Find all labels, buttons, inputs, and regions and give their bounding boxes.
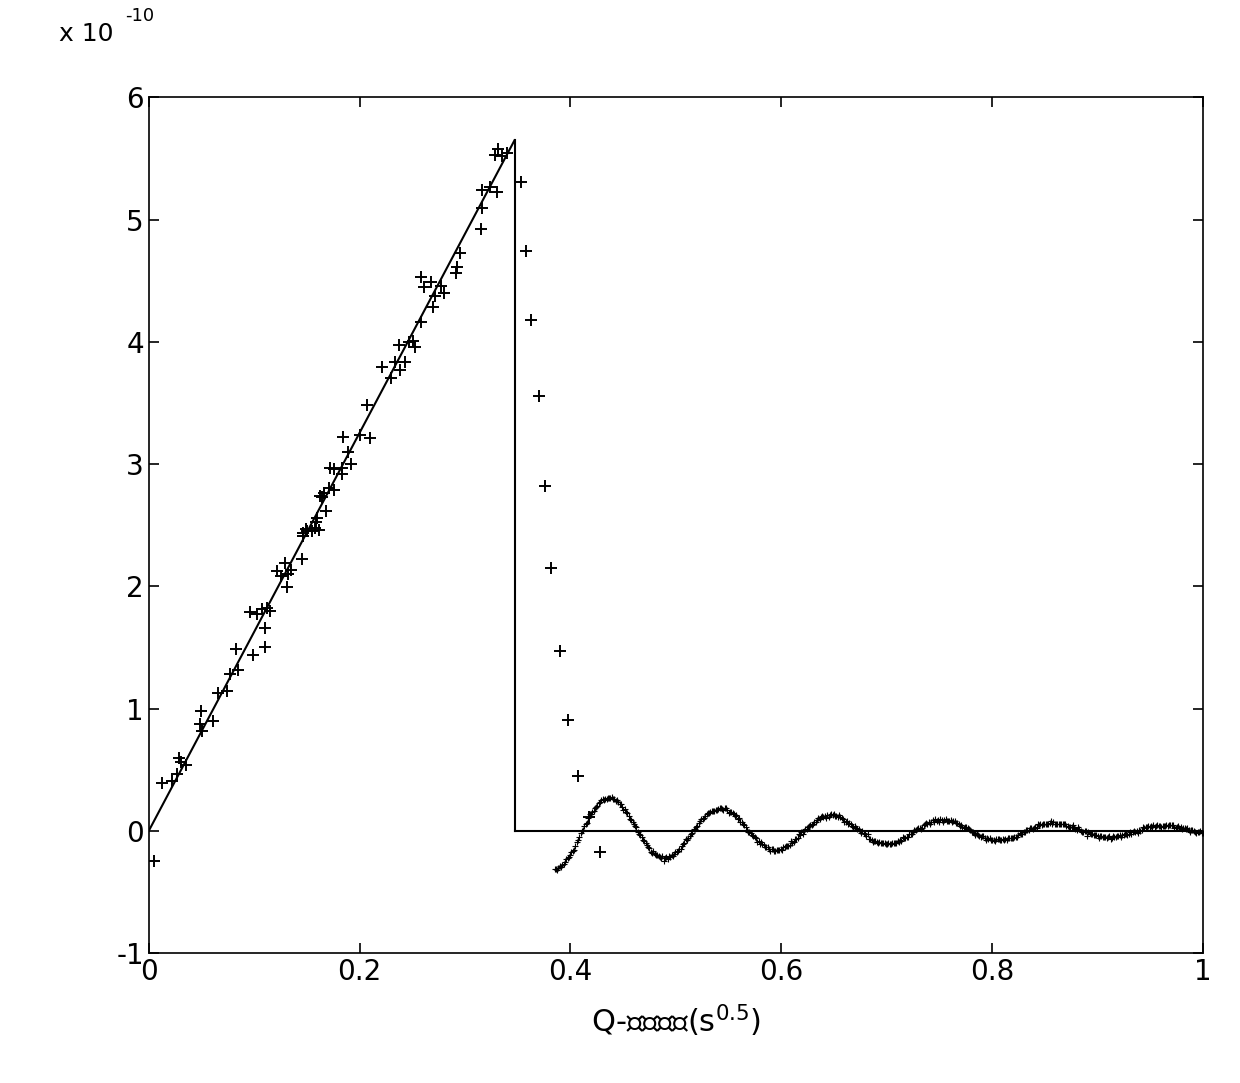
Text: x 10: x 10	[60, 22, 114, 47]
X-axis label: Q-虚拟时间(s$^{0.5}$): Q-虚拟时间(s$^{0.5}$)	[590, 1003, 761, 1039]
Text: -10: -10	[125, 6, 155, 25]
